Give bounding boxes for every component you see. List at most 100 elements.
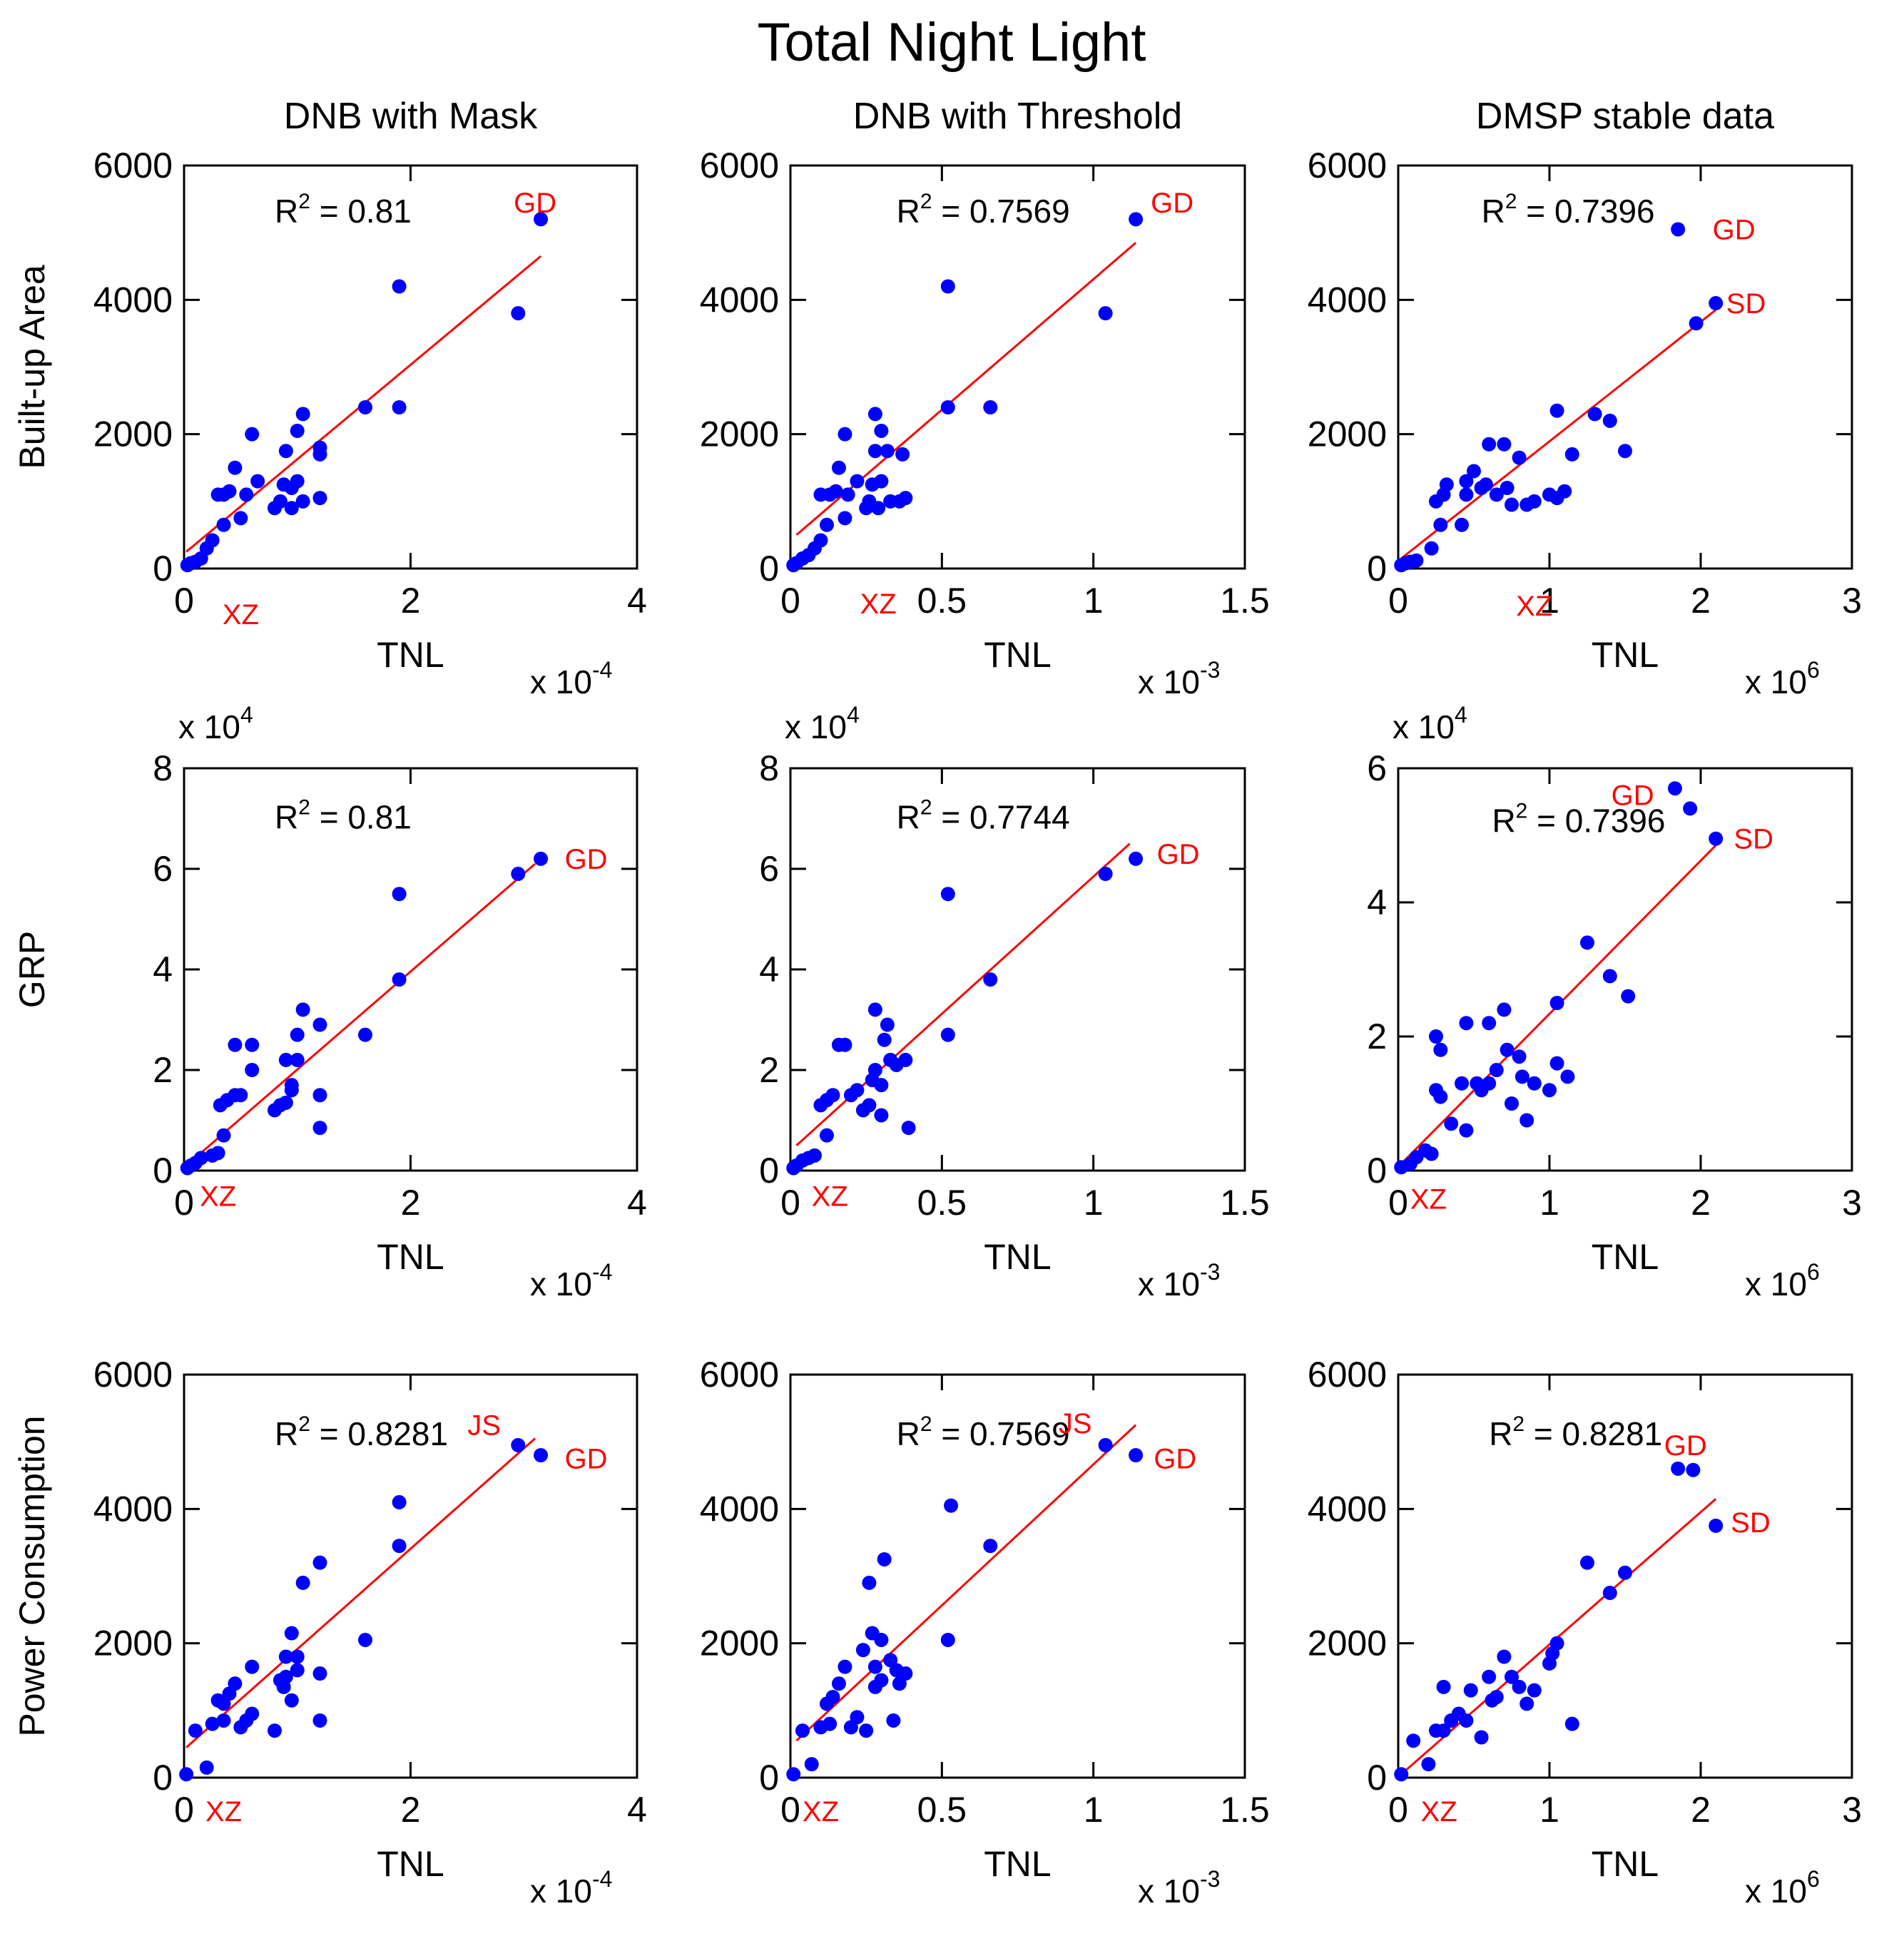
- data-point: [392, 1494, 407, 1509]
- data-point: [222, 484, 237, 499]
- province-label: XZ: [812, 1181, 848, 1212]
- data-point: [1519, 1696, 1534, 1711]
- data-point: [233, 511, 248, 526]
- x-axis-label: TNL: [377, 1237, 444, 1277]
- data-point: [1514, 1069, 1529, 1084]
- y-tick-label: 0: [759, 1151, 779, 1191]
- column-title: DMSP stable data: [1476, 96, 1774, 137]
- axes-box: [789, 1373, 1246, 1779]
- data-point: [901, 1121, 916, 1136]
- x-tick-label: 4: [627, 581, 647, 621]
- data-point: [290, 1052, 305, 1067]
- data-point: [831, 460, 846, 475]
- data-point: [940, 887, 955, 902]
- data-point: [1512, 1679, 1527, 1694]
- r-squared-label: R2 = 0.81: [275, 190, 412, 230]
- data-point: [1580, 1555, 1594, 1570]
- data-point: [1621, 989, 1636, 1004]
- axes-box: [1397, 1373, 1853, 1779]
- data-point: [205, 1716, 220, 1731]
- data-point: [290, 1663, 305, 1678]
- province-label: XZ: [803, 1796, 839, 1828]
- data-point: [1129, 851, 1144, 866]
- x-tick-label: 2: [1691, 1183, 1711, 1223]
- fit-line: [185, 862, 536, 1167]
- x-tick-label: 1.5: [1220, 1790, 1270, 1830]
- data-point: [1505, 1096, 1519, 1111]
- data-point: [1683, 801, 1698, 816]
- data-point: [983, 972, 998, 987]
- y-tick-label: 6: [759, 849, 779, 889]
- data-point: [278, 444, 293, 459]
- y-tick-label: 2000: [1308, 1624, 1387, 1664]
- data-point: [1482, 1669, 1497, 1684]
- y-tick-label: 4: [759, 949, 779, 989]
- data-point: [1429, 1029, 1443, 1044]
- data-point: [831, 1676, 846, 1691]
- data-point: [295, 1002, 310, 1017]
- data-point: [1459, 1016, 1474, 1031]
- data-point: [1463, 1683, 1478, 1698]
- data-point: [312, 1713, 327, 1728]
- data-point: [228, 460, 243, 475]
- data-point: [290, 1649, 305, 1664]
- scatter-panel: 0 2 4 0 2000 4000 6000 TNL Power Consumption x 10…: [12, 1355, 647, 1910]
- data-point: [867, 407, 882, 422]
- data-point: [1686, 1462, 1701, 1477]
- data-point: [278, 1649, 293, 1664]
- data-point: [867, 444, 882, 459]
- x-tick-label: 1: [1084, 1183, 1104, 1223]
- x-tick-label: 0: [174, 1790, 194, 1830]
- data-point: [205, 533, 220, 548]
- x-tick-label: 0: [780, 1183, 800, 1223]
- data-point: [1500, 1042, 1514, 1057]
- x-multiplier: x 106: [1745, 1259, 1820, 1303]
- province-label: JS: [467, 1410, 501, 1442]
- y-axis-label: GRP: [12, 931, 52, 1008]
- data-point: [228, 1676, 243, 1691]
- province-label: XZ: [205, 1796, 242, 1828]
- y-multiplier: x 104: [178, 702, 253, 745]
- x-multiplier: x 10-3: [1138, 1866, 1220, 1910]
- data-point: [983, 1539, 998, 1554]
- data-point: [1444, 1116, 1459, 1131]
- x-multiplier: x 106: [1745, 1866, 1820, 1910]
- data-point: [862, 1575, 877, 1590]
- data-point: [898, 491, 913, 506]
- data-point: [312, 491, 327, 506]
- data-point: [1671, 222, 1686, 237]
- data-point: [392, 887, 407, 902]
- y-tick-label: 4: [153, 949, 173, 989]
- x-tick-label: 2: [1691, 1790, 1711, 1830]
- y-tick-label: 2: [153, 1050, 173, 1090]
- data-point: [290, 423, 305, 438]
- data-point: [1409, 553, 1424, 568]
- y-tick-label: 4000: [93, 1489, 173, 1529]
- data-point: [1512, 450, 1527, 465]
- data-point: [1436, 1679, 1451, 1694]
- data-point: [1406, 1733, 1421, 1748]
- y-axis-label: Power Consumption: [12, 1415, 52, 1736]
- x-tick-label: 0: [174, 1183, 194, 1223]
- data-point: [1489, 1063, 1504, 1077]
- x-tick-label: 2: [1691, 581, 1711, 621]
- data-point: [825, 1690, 840, 1704]
- data-point: [940, 400, 955, 414]
- data-point: [1709, 831, 1724, 846]
- y-tick-label: 0: [759, 1758, 779, 1798]
- data-point: [898, 1666, 913, 1681]
- x-axis-label: TNL: [1592, 635, 1659, 675]
- province-label: XZ: [223, 599, 259, 631]
- x-axis-label: TNL: [1592, 1844, 1659, 1884]
- r-squared-label: R2 = 0.7569: [897, 190, 1070, 230]
- y-tick-label: 4000: [700, 280, 779, 320]
- data-point: [874, 1673, 889, 1688]
- x-multiplier: x 106: [1745, 657, 1820, 700]
- province-label: GD: [1154, 1444, 1196, 1475]
- x-tick-label: 1: [1084, 581, 1104, 621]
- y-tick-label: 2000: [93, 414, 173, 454]
- data-point: [284, 501, 299, 516]
- data-point: [392, 279, 407, 294]
- r-squared-label: R2 = 0.81: [275, 796, 412, 836]
- x-tick-label: 0: [1388, 1790, 1408, 1830]
